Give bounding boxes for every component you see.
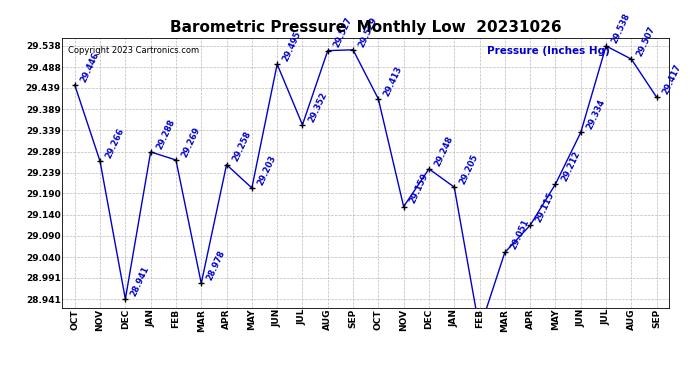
- Text: 29.538: 29.538: [610, 12, 632, 45]
- Text: 29.115: 29.115: [534, 190, 556, 224]
- Text: 28.869: 28.869: [0, 374, 1, 375]
- Text: 29.446: 29.446: [79, 50, 101, 84]
- Text: 28.978: 28.978: [206, 249, 227, 282]
- Text: 29.413: 29.413: [382, 64, 404, 98]
- Title: Barometric Pressure  Monthly Low  20231026: Barometric Pressure Monthly Low 20231026: [170, 20, 562, 35]
- Text: 29.266: 29.266: [104, 127, 126, 160]
- Text: 29.495: 29.495: [282, 30, 303, 63]
- Text: Copyright 2023 Cartronics.com: Copyright 2023 Cartronics.com: [68, 46, 199, 55]
- Text: 29.527: 29.527: [332, 16, 354, 49]
- Text: 29.507: 29.507: [635, 25, 658, 58]
- Text: 29.352: 29.352: [306, 90, 328, 123]
- Text: 29.529: 29.529: [357, 15, 379, 48]
- Text: Pressure (Inches Hg): Pressure (Inches Hg): [487, 46, 610, 56]
- Text: 29.417: 29.417: [661, 63, 682, 96]
- Text: 29.159: 29.159: [408, 172, 430, 205]
- Text: 29.288: 29.288: [155, 117, 177, 150]
- Text: 29.269: 29.269: [180, 126, 202, 159]
- Text: 29.248: 29.248: [433, 134, 455, 168]
- Text: 29.051: 29.051: [509, 218, 531, 251]
- Text: 29.203: 29.203: [256, 153, 278, 187]
- Text: 29.334: 29.334: [585, 98, 607, 131]
- Text: 28.941: 28.941: [130, 264, 151, 298]
- Text: 29.212: 29.212: [560, 150, 582, 183]
- Text: 29.205: 29.205: [458, 153, 480, 186]
- Text: 29.258: 29.258: [230, 130, 253, 163]
